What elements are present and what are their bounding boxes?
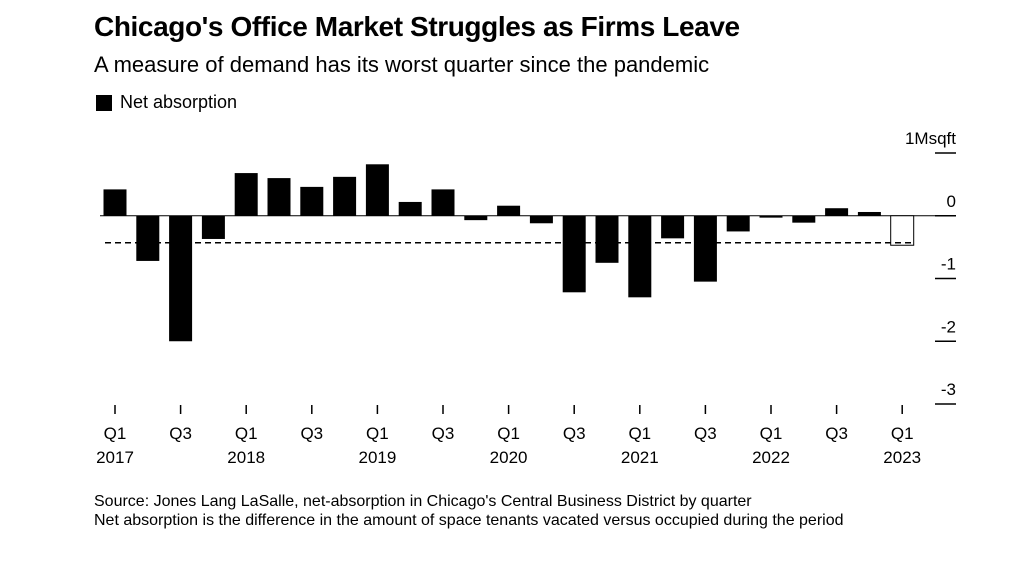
- x-tick-label-quarter: Q1: [760, 424, 783, 443]
- y-tick-label: -3: [941, 380, 956, 399]
- bar: [365, 164, 389, 216]
- source-notes: Source: Jones Lang LaSalle, net-absorpti…: [94, 492, 954, 530]
- bar: [628, 215, 652, 298]
- x-tick-label-quarter: Q3: [432, 424, 455, 443]
- x-tick-label-year: 2018: [227, 448, 265, 467]
- bar: [267, 178, 291, 216]
- bar: [300, 186, 324, 216]
- bar-chart: 1Msqft 0 -1 -2 -3 Q1 2017 Q3 Q1 2018 Q3 Q1 2019 Q3 Q1 2…: [96, 129, 956, 467]
- bar: [595, 215, 619, 263]
- bar: [234, 173, 258, 216]
- bar: [562, 215, 586, 293]
- x-tick-label-quarter: Q3: [563, 424, 586, 443]
- bar: [529, 215, 553, 224]
- bar: [693, 215, 717, 282]
- bar: [333, 176, 357, 216]
- x-tick-label-quarter: Q3: [169, 424, 192, 443]
- x-tick-label-year: 2020: [490, 448, 528, 467]
- x-tick-label-quarter: Q1: [891, 424, 914, 443]
- bar: [431, 189, 455, 216]
- legend-swatch: [96, 94, 112, 111]
- x-tick-label-year: 2021: [621, 448, 659, 467]
- bar: [103, 189, 127, 216]
- x-tick-label-quarter: Q1: [628, 424, 651, 443]
- bar-highlight: [890, 215, 915, 246]
- chart-subtitle: A measure of demand has its worst quarte…: [94, 52, 710, 77]
- x-tick-label-year: 2022: [752, 448, 790, 467]
- bar: [825, 208, 849, 216]
- chart-title: Chicago's Office Market Struggles as Fir…: [94, 11, 740, 42]
- bar: [497, 205, 521, 216]
- x-tick-label-quarter: Q1: [104, 424, 127, 443]
- y-tick-label: 0: [947, 192, 956, 211]
- bar: [169, 215, 193, 342]
- x-tick-label-quarter: Q3: [694, 424, 717, 443]
- bar: [792, 215, 816, 223]
- x-tick-label-quarter: Q1: [497, 424, 520, 443]
- x-tick-label-quarter: Q1: [366, 424, 389, 443]
- bar: [661, 215, 685, 239]
- y-tick-label: -2: [941, 317, 956, 336]
- note-line: Net absorption is the difference in the …: [94, 512, 844, 529]
- bar: [759, 215, 783, 218]
- y-tick-label: -1: [941, 255, 956, 274]
- legend-label: Net absorption: [120, 92, 238, 112]
- source-line: Source: Jones Lang LaSalle, net-absorpti…: [94, 493, 752, 510]
- legend: Net absorption: [96, 92, 237, 113]
- bar: [857, 211, 881, 216]
- x-tick-label-year: 2023: [883, 448, 921, 467]
- x-tick-label-year: 2019: [358, 448, 396, 467]
- bar: [398, 201, 422, 216]
- x-tick-label-quarter: Q3: [300, 424, 323, 443]
- bar: [201, 215, 225, 239]
- bar: [136, 215, 160, 261]
- x-tick-label-quarter: Q3: [825, 424, 848, 443]
- bar: [464, 215, 488, 221]
- x-tick-label-year: 2017: [96, 448, 134, 467]
- y-tick-label: 1Msqft: [905, 129, 956, 148]
- bar: [726, 215, 750, 232]
- x-tick-label-quarter: Q1: [235, 424, 258, 443]
